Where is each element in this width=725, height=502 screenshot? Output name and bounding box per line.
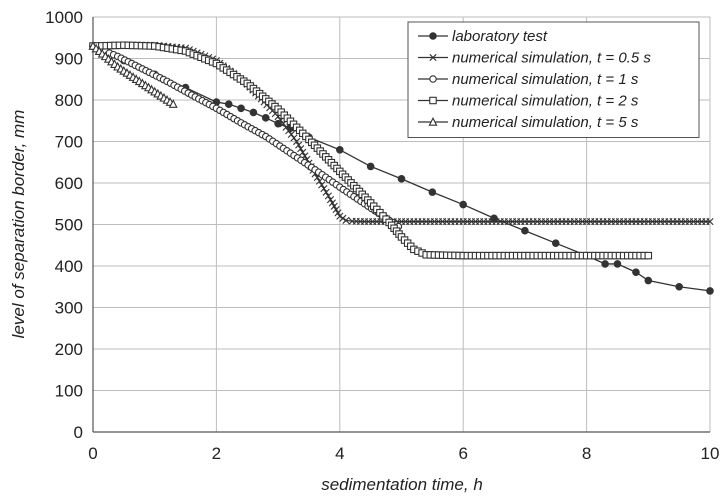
data-point: [429, 32, 437, 40]
legend-item: numerical simulation, t = 1 s: [418, 71, 639, 88]
y-tick-label: 0: [74, 423, 83, 442]
legend-label: numerical simulation, t = 2 s: [452, 93, 639, 110]
y-axis-title: level of separation border, mm: [9, 110, 28, 339]
data-point: [429, 188, 437, 196]
y-tick-label: 900: [55, 50, 83, 69]
data-point: [367, 163, 375, 171]
data-point: [237, 105, 245, 113]
data-point: [706, 287, 714, 295]
legend-item: numerical simulation, t = 0.5 s: [418, 50, 651, 67]
y-tick-label: 500: [55, 216, 83, 235]
data-point: [521, 227, 529, 235]
data-point: [645, 277, 653, 285]
data-point: [552, 239, 560, 247]
legend-label: numerical simulation, t = 5 s: [452, 114, 639, 131]
data-point: [398, 175, 406, 183]
y-tick-label: 400: [55, 257, 83, 276]
data-point: [614, 260, 622, 268]
data-point: [601, 260, 609, 268]
data-point: [250, 109, 258, 117]
x-tick-label: 4: [335, 444, 344, 463]
y-tick-label: 1000: [45, 8, 83, 27]
data-point: [336, 146, 344, 154]
legend-label: laboratory test: [452, 28, 548, 45]
data-point: [430, 76, 436, 82]
x-tick-label: 6: [458, 444, 467, 463]
x-tick-label: 2: [212, 444, 221, 463]
data-point: [430, 97, 436, 103]
data-point: [225, 100, 233, 108]
data-point: [288, 131, 294, 137]
legend-label: numerical simulation, t = 1 s: [452, 71, 639, 88]
legend-item: numerical simulation, t = 2 s: [418, 93, 639, 110]
data-point: [632, 268, 640, 276]
legend-item: numerical simulation, t = 5 s: [418, 114, 639, 131]
data-point: [291, 135, 297, 141]
data-point: [675, 283, 683, 291]
x-tick-label: 8: [582, 444, 591, 463]
y-tick-label: 600: [55, 174, 83, 193]
data-point: [459, 201, 467, 209]
legend-label: numerical simulation, t = 0.5 s: [452, 50, 651, 67]
y-tick-label: 800: [55, 91, 83, 110]
y-tick-label: 200: [55, 340, 83, 359]
y-tick-label: 700: [55, 133, 83, 152]
y-tick-label: 100: [55, 382, 83, 401]
series-5: [89, 42, 176, 107]
data-point: [645, 252, 651, 258]
x-tick-label: 10: [701, 444, 720, 463]
series-3: [90, 43, 402, 230]
x-axis-title: sedimentation time, h: [321, 475, 483, 494]
x-tick-label: 0: [88, 444, 97, 463]
y-tick-label: 300: [55, 299, 83, 318]
data-point: [262, 114, 270, 122]
legend: laboratory test numerical simulation, t =…: [408, 22, 699, 138]
